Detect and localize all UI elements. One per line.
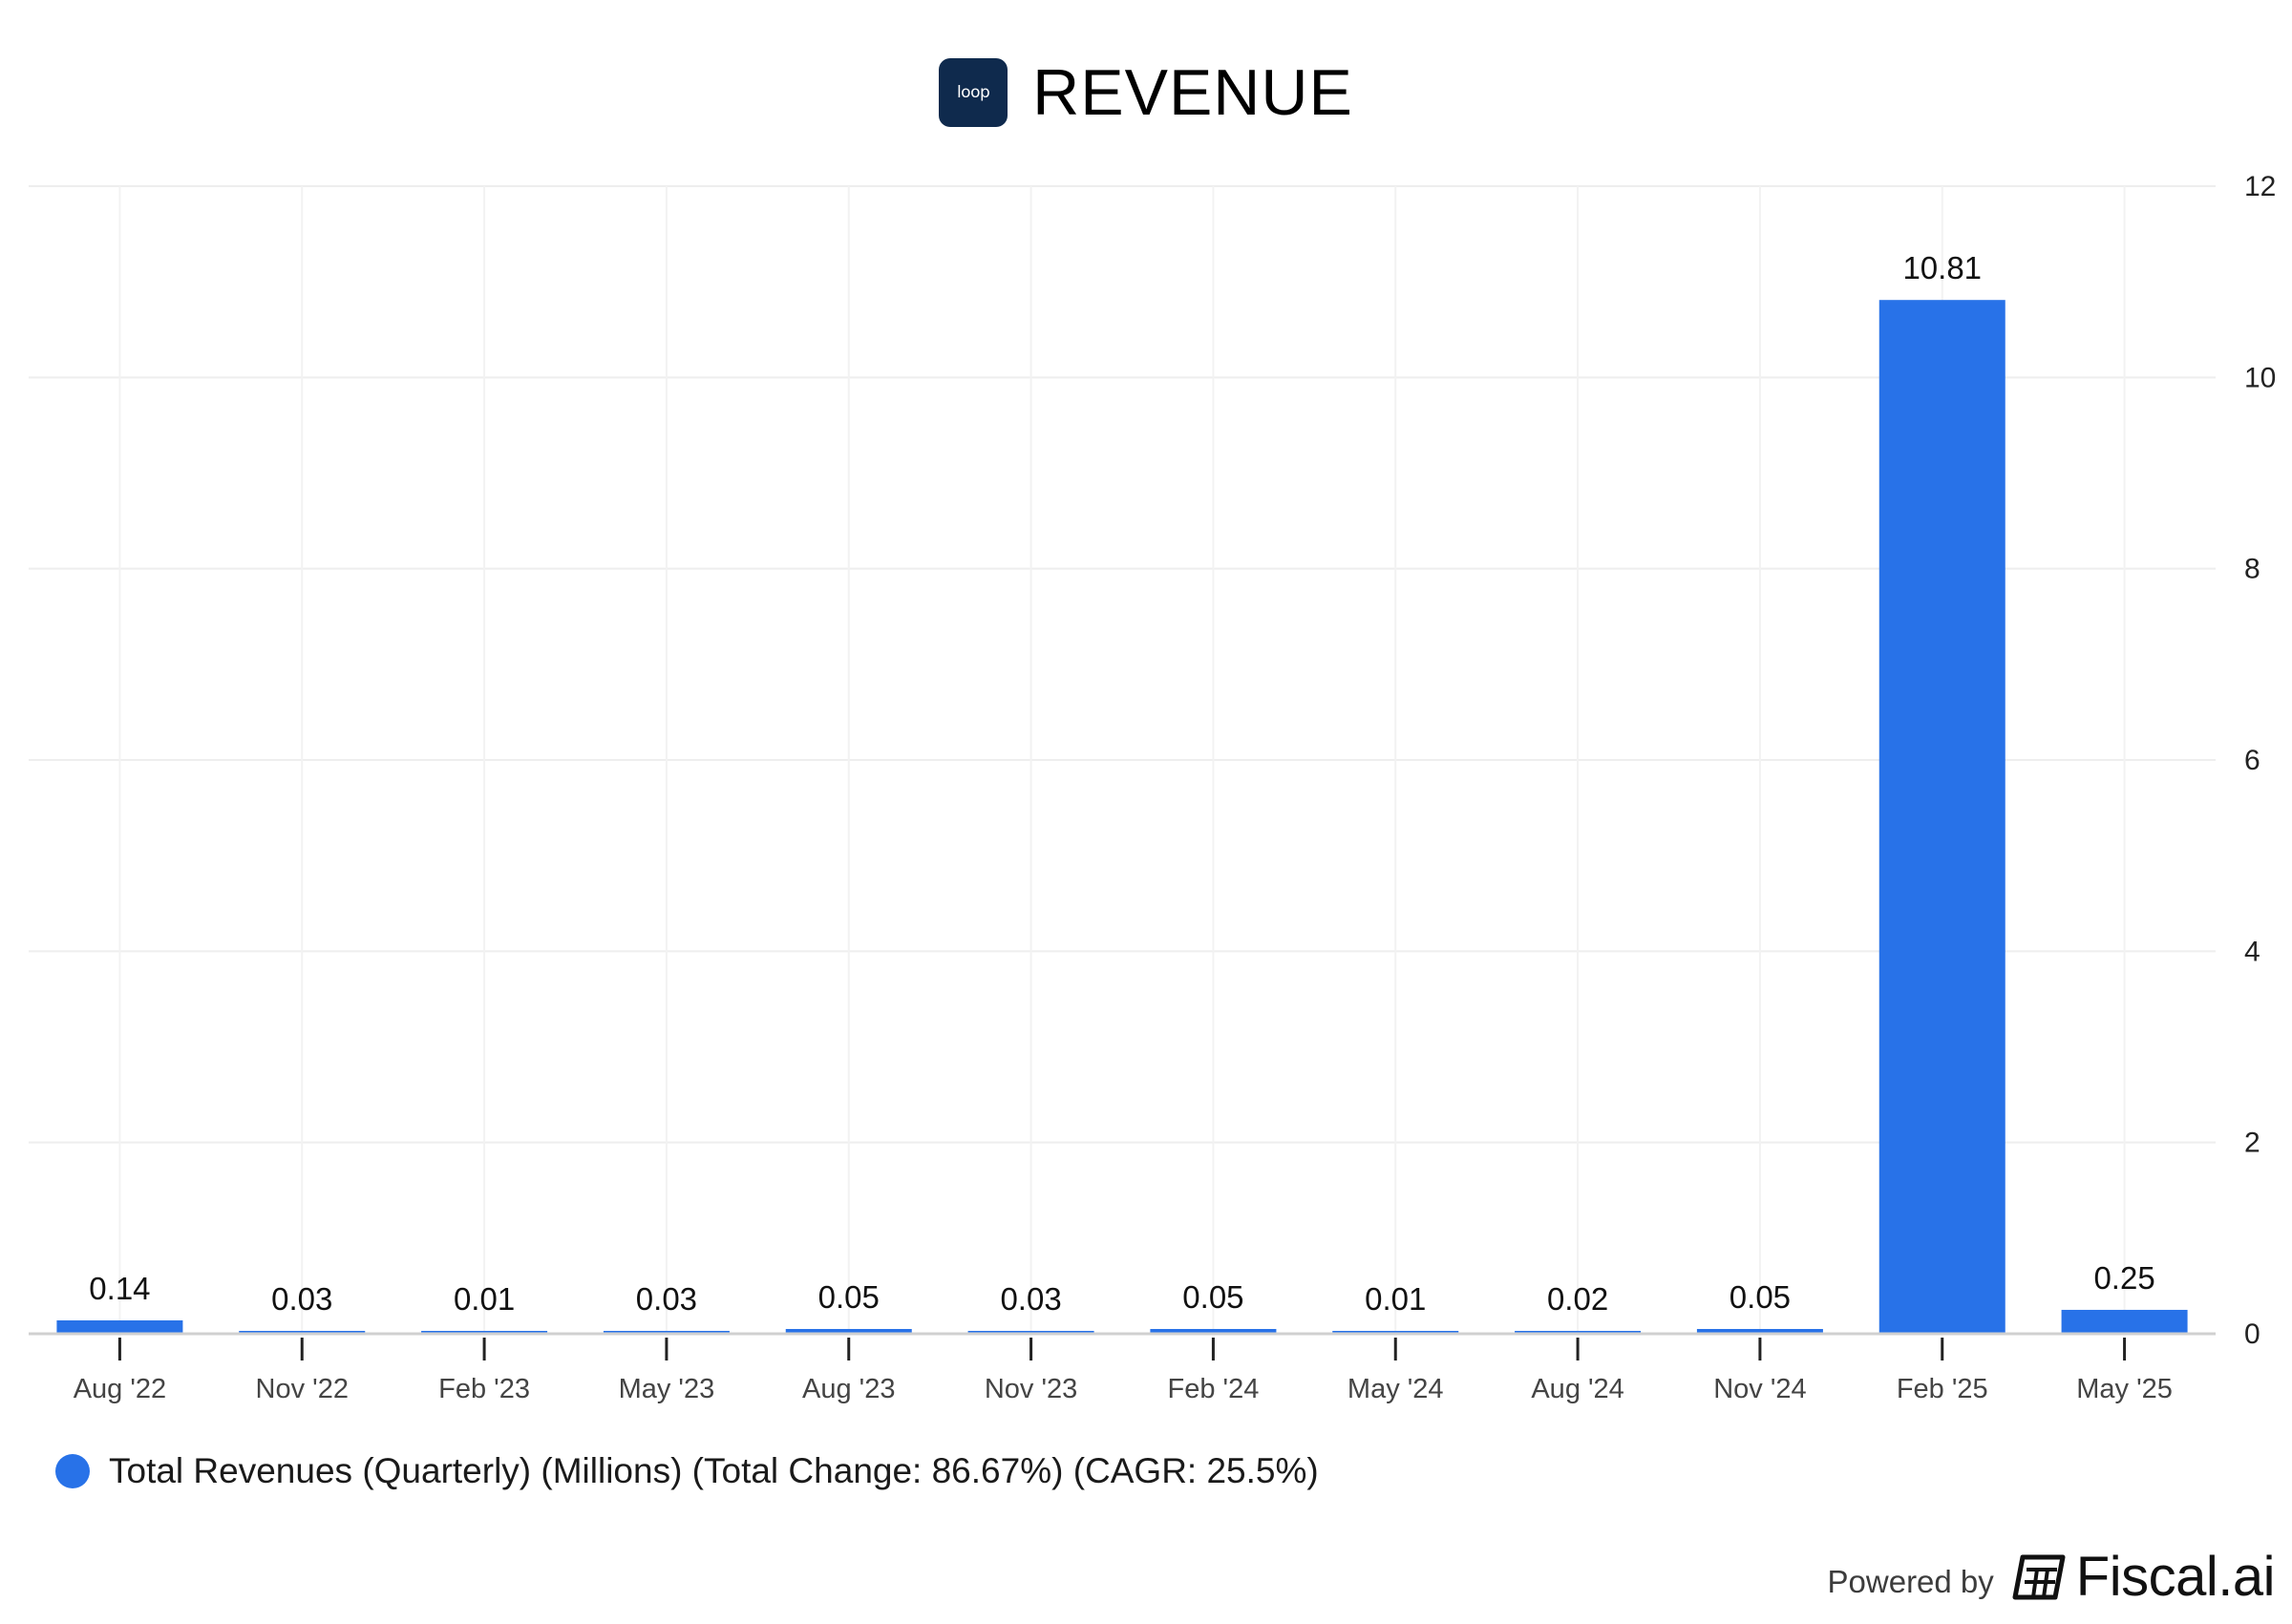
bar <box>603 1330 730 1334</box>
y-tick-label: 12 <box>2244 171 2276 202</box>
bar-value-label: 0.14 <box>89 1271 150 1306</box>
bar-series <box>56 300 2188 1334</box>
x-tick-label: May '23 <box>619 1374 715 1404</box>
bar-value-label: 0.03 <box>636 1281 697 1317</box>
bar <box>785 1328 912 1334</box>
bar <box>1150 1328 1277 1334</box>
powered-by-text: Powered by <box>1827 1563 1994 1599</box>
bar <box>1696 1328 1823 1334</box>
bar-value-label: 0.03 <box>1000 1281 1061 1317</box>
x-tick-label: Nov '24 <box>1713 1374 1806 1404</box>
bar-value-label: 0.01 <box>1365 1281 1426 1317</box>
fiscal-ai-logo-icon <box>2012 1554 2066 1599</box>
x-tick-label: Aug '24 <box>1531 1374 1624 1404</box>
x-tick-label: May '24 <box>1348 1374 1444 1404</box>
company-logo: loop <box>939 58 1008 127</box>
x-tick-label: Nov '23 <box>985 1374 1077 1404</box>
bar <box>239 1330 366 1334</box>
fiscal-ai-brand: Fiscal.ai <box>2075 1546 2276 1608</box>
x-tick-label: Aug '22 <box>74 1374 166 1404</box>
bar-value-label: 0.05 <box>1182 1279 1243 1315</box>
x-tick-label: Nov '22 <box>256 1374 349 1404</box>
bar-value-label: 0.25 <box>2093 1260 2154 1296</box>
x-tick-label: Feb '24 <box>1168 1374 1260 1404</box>
legend-label: Total Revenues (Quarterly) (Millions) (T… <box>109 1451 1319 1490</box>
y-tick-label: 10 <box>2244 362 2276 393</box>
chart-header: loop REVENUE <box>0 50 2292 136</box>
y-tick-label: 2 <box>2244 1128 2260 1159</box>
bar-value-label: 0.05 <box>1730 1279 1791 1315</box>
bar-value-label: 0.02 <box>1547 1281 1608 1317</box>
x-tick-label: Feb '23 <box>438 1374 530 1404</box>
x-axis: Aug '22 Nov '22 Feb '23 May '23 Aug '23 Nov '… <box>29 1332 2216 1404</box>
chart-title: REVENUE <box>1032 56 1353 129</box>
data-labels: 0.14 0.03 0.01 0.03 0.05 0.03 0.05 0.01 0.02 0.05… <box>89 250 2154 1317</box>
bar <box>967 1330 1094 1334</box>
x-tick-label: May '25 <box>2076 1374 2173 1404</box>
y-tick-label: 8 <box>2244 554 2260 585</box>
bar-value-label: 0.05 <box>818 1279 880 1315</box>
bar <box>56 1319 183 1334</box>
chart-legend: Total Revenues (Quarterly) (Millions) (T… <box>55 1451 1319 1491</box>
y-axis: 0 2 4 6 8 10 12 <box>2244 171 2276 1350</box>
y-tick-label: 6 <box>2244 745 2260 776</box>
x-tick-label: Aug '23 <box>802 1374 895 1404</box>
bar-value-label: 0.01 <box>454 1281 515 1317</box>
bar <box>1878 300 2006 1334</box>
footer-branding: Powered by Fiscal.ai <box>1827 1545 2276 1609</box>
y-tick-label: 0 <box>2244 1318 2260 1350</box>
bar-value-label: 10.81 <box>1902 250 1982 285</box>
legend-marker <box>55 1454 90 1488</box>
bar <box>2061 1309 2188 1334</box>
company-logo-text: loop <box>956 83 990 102</box>
y-tick-label: 4 <box>2244 936 2260 967</box>
bar-value-label: 0.03 <box>271 1281 332 1317</box>
x-tick-label: Feb '25 <box>1897 1374 1988 1404</box>
